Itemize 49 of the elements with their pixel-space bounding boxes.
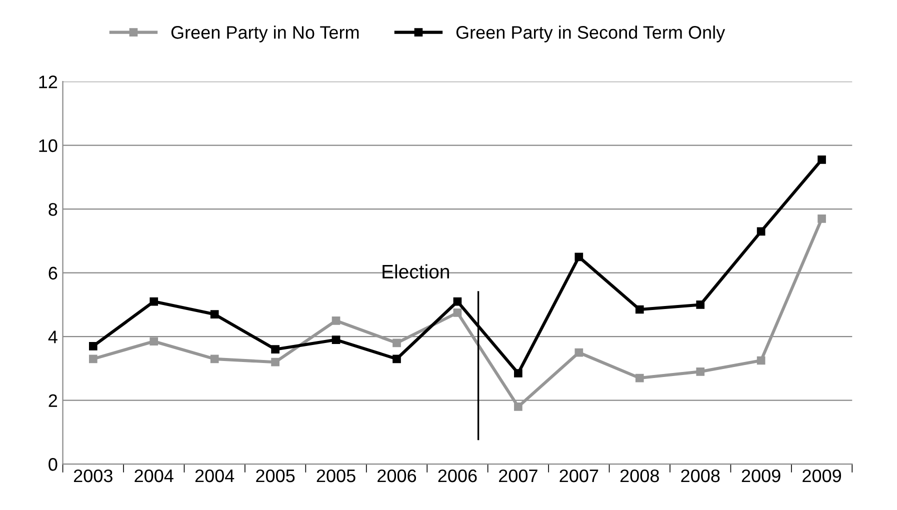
x-tick-label: 2009 [802,469,842,482]
point [696,367,705,376]
point [271,345,280,354]
point [88,342,98,350]
x-tick-label: 2009 [742,469,780,482]
point [514,369,522,378]
legend-label: Green Party in No Term [171,26,359,42]
point [210,354,219,364]
point [756,356,766,365]
point [818,156,826,164]
point [271,358,280,366]
x-tick-label: 2006 [378,469,416,482]
point [574,252,584,262]
legend-label: Green Party in Second Term Only [456,26,726,42]
annotation: Election [382,264,449,279]
x-tick-label: 2008 [620,469,659,482]
x-tick-label: 2005 [256,469,295,482]
y-tick-label: 6 [48,266,58,280]
y-tick-label: 8 [48,203,58,216]
x-tick-label: 2007 [499,469,538,482]
point [332,316,340,325]
point [392,338,401,348]
point [635,305,644,314]
point [150,337,158,346]
y-tick-label: 12 [39,76,58,88]
point [332,336,340,344]
point [635,374,644,382]
x-tick-label: 2006 [438,469,477,482]
x-tick-label: 2004 [195,469,234,482]
point [453,308,462,317]
point [574,348,584,357]
point [150,297,158,306]
point [514,402,522,411]
point [88,354,98,364]
y-tick-label: 10 [39,139,58,152]
x-tick-label: 2007 [560,469,598,482]
point [453,297,462,306]
point [210,310,219,318]
point [756,227,766,236]
y-tick-label: 0 [48,458,58,471]
point [696,300,705,309]
x-tick-label: 2008 [681,469,720,482]
y-tick-label: 4 [48,330,58,344]
x-tick-label: 2003 [74,469,112,482]
point [818,214,826,223]
x-tick-label: 2004 [134,469,174,482]
y-tick-label: 2 [48,394,58,407]
point [392,354,401,364]
x-tick-label: 2005 [316,469,356,482]
